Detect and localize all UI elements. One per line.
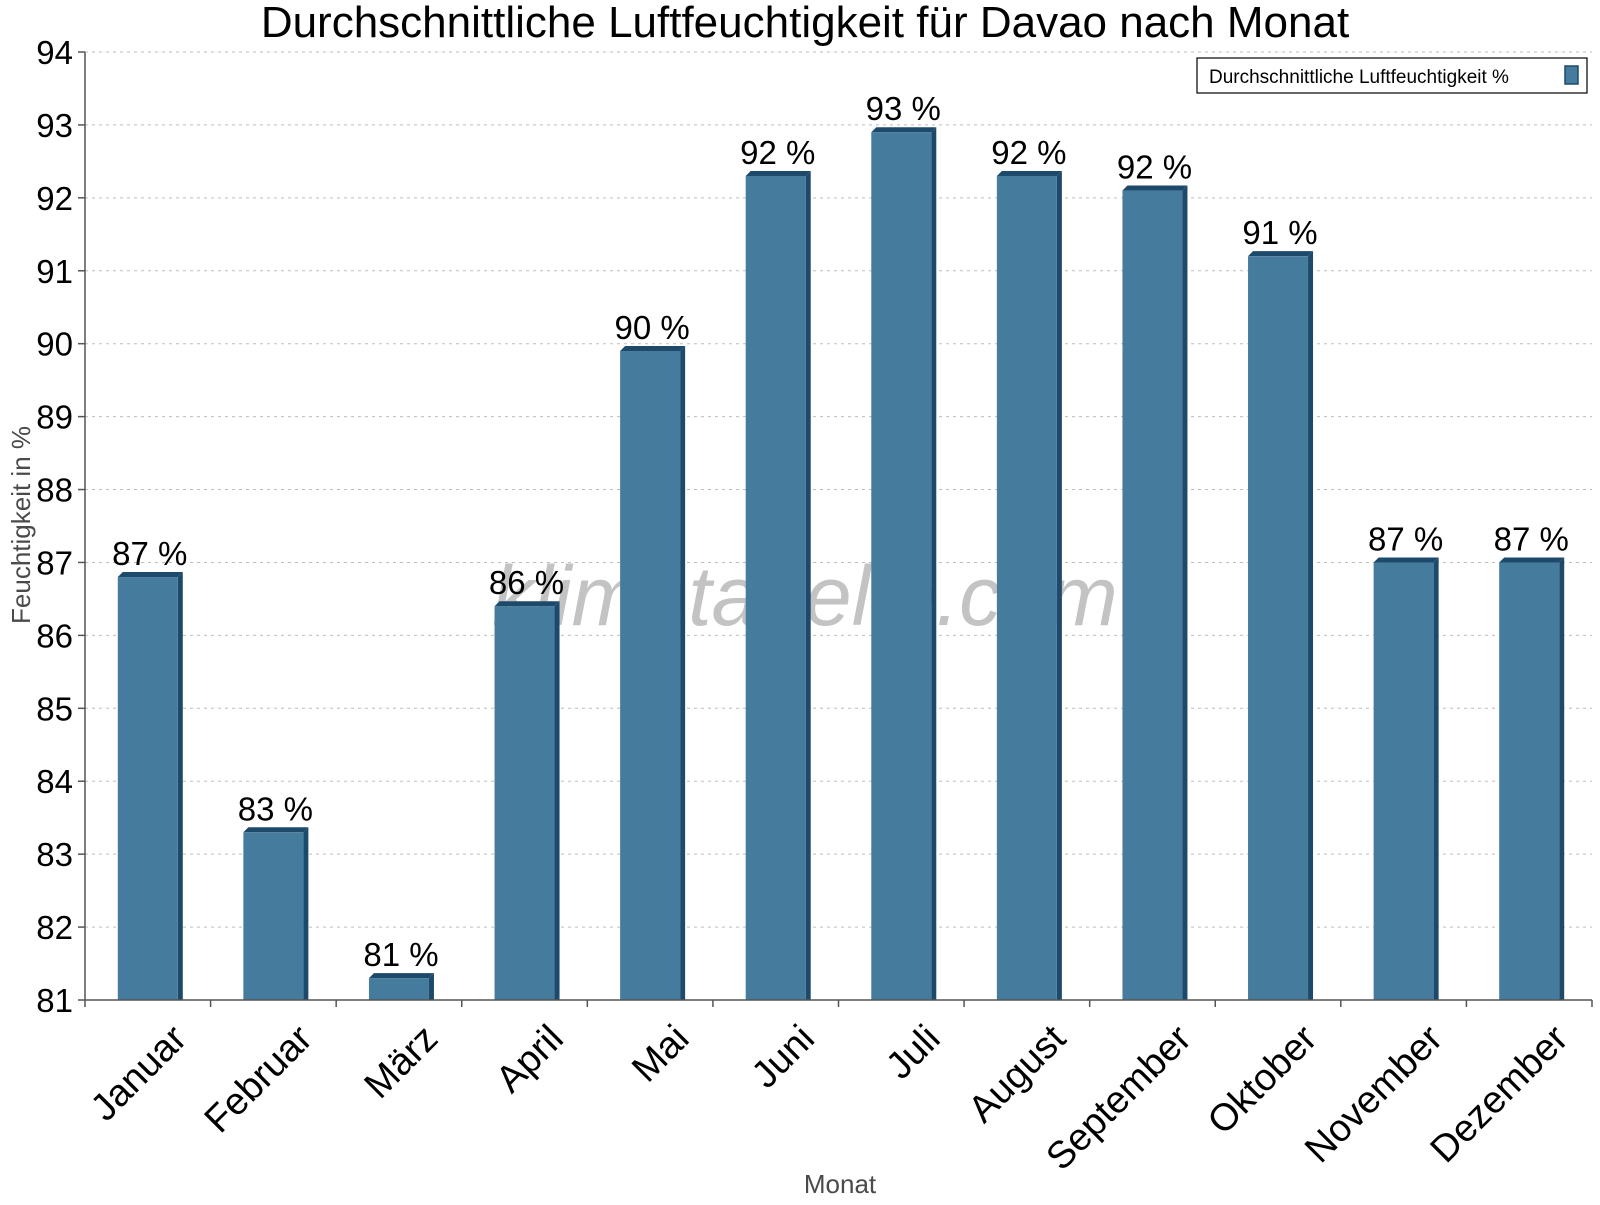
bar xyxy=(368,978,429,1000)
bar-value-label: 91 % xyxy=(1242,214,1317,251)
x-tick-label: Mai xyxy=(624,1017,697,1090)
bar xyxy=(117,577,178,1000)
bar-top xyxy=(117,572,183,578)
bar-side xyxy=(1559,557,1565,1000)
bar-top xyxy=(1248,251,1314,257)
bar-top xyxy=(243,827,309,833)
bar-top xyxy=(620,345,686,351)
bar-side xyxy=(428,973,434,1000)
bar-value-label: 90 % xyxy=(615,309,690,346)
legend: Durchschnittliche Luftfeuchtigkeit % xyxy=(1196,57,1588,94)
y-tick-label: 86 xyxy=(36,617,73,654)
bar xyxy=(1373,562,1434,1000)
bar-value-label: 93 % xyxy=(866,90,941,127)
x-tick-label: April xyxy=(488,1017,571,1100)
y-tick-label: 93 xyxy=(36,107,73,144)
bar-top xyxy=(871,127,937,133)
bar-top xyxy=(1373,557,1439,563)
bar-side xyxy=(931,127,937,1000)
bar-value-label: 92 % xyxy=(991,134,1066,171)
bar-top xyxy=(1122,185,1188,191)
legend-label: Durchschnittliche Luftfeuchtigkeit % xyxy=(1209,67,1509,88)
y-axis-label: Feuchtigkeit in % xyxy=(6,426,36,624)
y-tick-label: 84 xyxy=(36,763,73,800)
bar-side xyxy=(1182,185,1188,1001)
y-tick-label: 83 xyxy=(36,836,73,873)
bar xyxy=(243,832,304,1000)
x-tick-label: Juni xyxy=(744,1017,823,1096)
chart-title: Durchschnittliche Luftfeuchtigkeit für D… xyxy=(261,0,1349,47)
bar-value-label: 83 % xyxy=(238,790,313,827)
bar-side xyxy=(805,170,811,1000)
bar-top xyxy=(1499,557,1565,563)
x-tick-label: März xyxy=(357,1017,446,1106)
y-tick-label: 82 xyxy=(36,909,73,946)
y-tick-label: 88 xyxy=(36,472,73,509)
y-tick-label: 85 xyxy=(36,690,73,727)
bar-value-label: 87 % xyxy=(1494,520,1569,557)
x-tick-label: Dezember xyxy=(1423,1017,1577,1171)
y-tick-label: 87 xyxy=(36,544,73,581)
bar xyxy=(745,175,806,1000)
bar xyxy=(1248,256,1309,1001)
bar-side xyxy=(1433,557,1439,1000)
x-tick-label: Februar xyxy=(197,1017,321,1141)
bar-side xyxy=(177,572,183,1000)
bar-top xyxy=(368,973,434,979)
y-tick-label: 89 xyxy=(36,399,73,436)
bars xyxy=(117,127,1565,1001)
legend-swatch xyxy=(1564,65,1579,85)
x-axis-label: Monat xyxy=(804,1169,877,1199)
x-tick-label: August xyxy=(961,1017,1075,1131)
bar-side xyxy=(1056,170,1062,1000)
bar-top xyxy=(996,170,1062,176)
data-labels: 87 % 83 % 81 % 86 % 90 % 92 % 93 % 92 % 92 % 91 %… xyxy=(112,90,1569,973)
bar-value-label: 87 % xyxy=(1368,520,1443,557)
x-tick-label: Juli xyxy=(878,1017,948,1087)
x-tick-label: Januar xyxy=(83,1017,195,1129)
bar-value-label: 86 % xyxy=(489,564,564,601)
bar xyxy=(1499,562,1560,1000)
bar-side xyxy=(554,601,560,1000)
legend-box xyxy=(1196,57,1588,94)
y-tick-label: 94 xyxy=(36,34,73,71)
x-tick-label: Oktober xyxy=(1200,1017,1326,1143)
bar xyxy=(996,175,1057,1000)
bar-side xyxy=(680,345,686,1000)
bar xyxy=(871,132,932,1000)
bar-side xyxy=(303,827,309,1000)
y-tick-label: 81 xyxy=(36,982,73,1019)
bar xyxy=(494,606,555,1000)
bar xyxy=(620,350,681,1000)
y-tick-label: 91 xyxy=(36,253,73,290)
bar xyxy=(1122,190,1183,1001)
bar-value-label: 92 % xyxy=(740,134,815,171)
bar-value-label: 87 % xyxy=(112,535,187,572)
bar-side xyxy=(1308,251,1314,1000)
bar-top xyxy=(745,170,811,176)
bar-value-label: 92 % xyxy=(1117,149,1192,186)
bar-value-label: 81 % xyxy=(363,936,438,973)
gridlines xyxy=(85,51,1592,928)
y-tick-label: 90 xyxy=(36,326,73,363)
bar-top xyxy=(494,601,560,607)
y-tick-label: 92 xyxy=(36,180,73,217)
